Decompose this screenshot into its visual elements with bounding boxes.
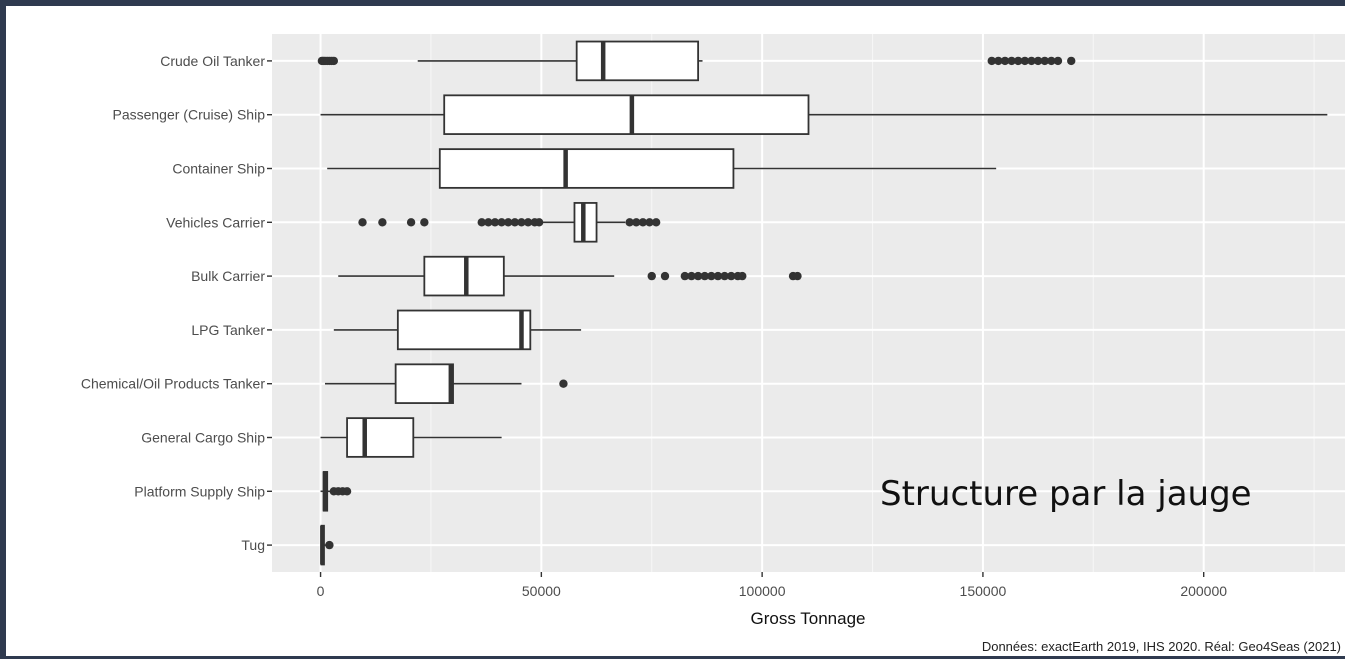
outlier-point xyxy=(1040,56,1049,66)
y-tick-label: Passenger (Cruise) Ship xyxy=(112,107,265,123)
y-tick-label: General Cargo Ship xyxy=(141,430,265,446)
y-tick-label: Container Ship xyxy=(172,161,265,177)
outlier-point xyxy=(687,271,696,281)
y-tick-label: Bulk Carrier xyxy=(191,268,265,284)
outlier-point xyxy=(420,218,429,227)
box xyxy=(575,40,700,82)
x-axis-title: Gross Tonnage xyxy=(751,609,866,628)
box xyxy=(394,363,454,404)
outlier-point xyxy=(497,218,506,227)
y-tick-label: Crude Oil Tanker xyxy=(160,53,265,69)
outlier-point xyxy=(517,218,526,227)
x-tick-label: 100000 xyxy=(739,583,786,599)
outlier-point xyxy=(647,271,656,281)
outlier-point xyxy=(1000,56,1010,66)
outlier-point xyxy=(707,271,716,281)
y-tick-label: Platform Supply Ship xyxy=(134,483,265,499)
outlier-point xyxy=(490,218,500,227)
outlier-point xyxy=(1007,56,1016,66)
y-tick-label: Chemical/Oil Products Tanker xyxy=(81,376,265,392)
y-tick-label: LPG Tanker xyxy=(191,322,265,338)
outlier-point xyxy=(994,56,1003,66)
outlier-point xyxy=(1014,56,1023,66)
outlier-point xyxy=(477,218,486,227)
outlier-point xyxy=(693,271,703,281)
outlier-point xyxy=(625,218,634,227)
outlier-point xyxy=(651,218,661,227)
outlier-point xyxy=(342,487,352,496)
outlier-point xyxy=(329,56,339,66)
outlier-point xyxy=(660,271,670,281)
outlier-point xyxy=(700,271,709,281)
source-caption: Données: exactEarth 2019, IHS 2020. Réal… xyxy=(981,639,1341,654)
outlier-point xyxy=(987,56,996,66)
y-tick-label: Tug xyxy=(241,537,265,553)
outlier-point xyxy=(1033,56,1043,66)
outlier-point xyxy=(325,540,334,550)
box xyxy=(443,94,810,135)
outlier-point xyxy=(559,379,568,388)
outlier-point xyxy=(358,218,367,227)
outlier-point xyxy=(645,218,654,227)
outlier-point xyxy=(510,218,520,227)
outlier-point xyxy=(484,218,493,227)
box xyxy=(438,148,735,189)
outlier-point xyxy=(680,271,690,281)
outlier-point xyxy=(534,218,544,227)
outlier-point xyxy=(1047,56,1056,66)
outlier-point xyxy=(523,218,533,227)
outlier-point xyxy=(1020,56,1030,66)
x-tick-label: 150000 xyxy=(960,583,1007,599)
annotation-text: Structure par la jauge xyxy=(880,474,1252,514)
outlier-point xyxy=(738,271,747,281)
outlier-point xyxy=(1053,56,1063,66)
outlier-point xyxy=(504,218,513,227)
outlier-point xyxy=(406,218,416,227)
outlier-point xyxy=(632,218,641,227)
x-tick-label: 200000 xyxy=(1180,583,1227,599)
outlier-point xyxy=(638,218,648,227)
outlier-point xyxy=(720,271,729,281)
x-tick-label: 50000 xyxy=(522,583,561,599)
outlier-point xyxy=(793,271,802,281)
box xyxy=(346,417,415,458)
y-tick-label: Vehicles Carrier xyxy=(166,214,265,230)
outlier-point xyxy=(1067,56,1076,66)
outlier-point xyxy=(727,271,736,281)
outlier-point xyxy=(378,218,387,227)
x-tick-label: 0 xyxy=(317,583,325,599)
outlier-point xyxy=(1027,56,1036,66)
outlier-point xyxy=(713,271,723,281)
box xyxy=(396,309,532,351)
